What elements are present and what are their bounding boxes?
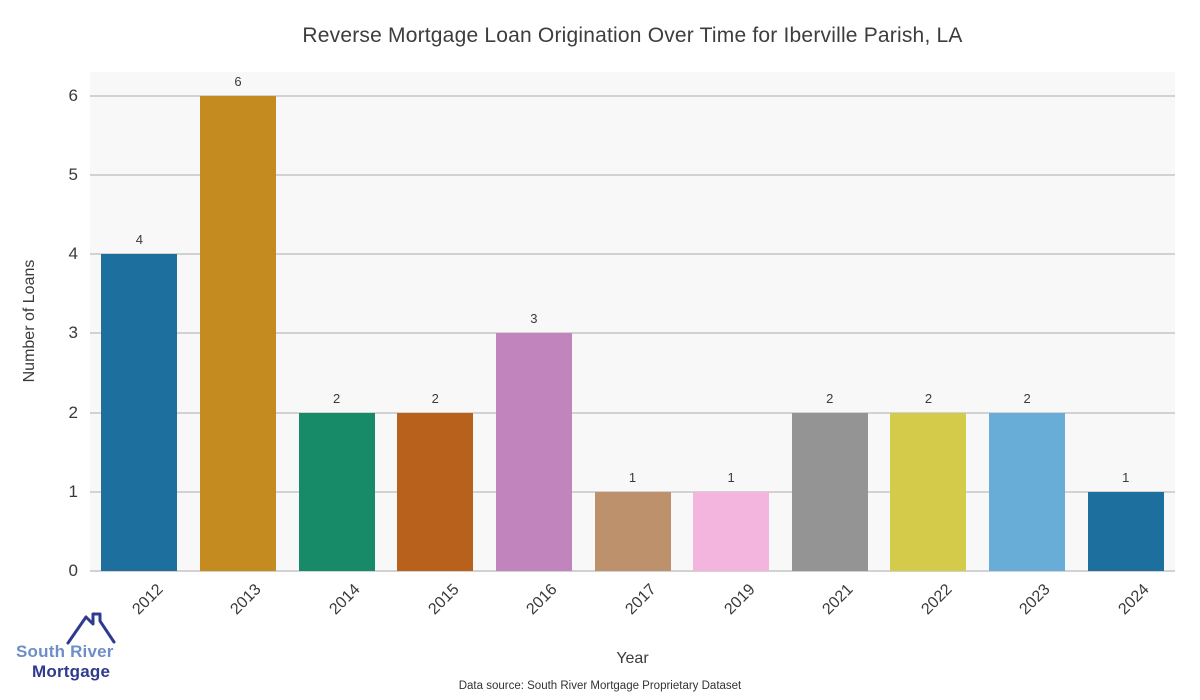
bar-value-label-2019: 1 [727, 469, 735, 485]
bar-slot-2014: 2 [287, 72, 386, 571]
bar-value-label-2014: 2 [332, 390, 341, 406]
logo-text-south-river: South River [16, 642, 114, 661]
house-roof-icon [66, 612, 116, 645]
y-tick-label-2: 2 [68, 402, 78, 422]
bar-2021 [791, 412, 868, 571]
x-tick-label-2017: 2017 [622, 581, 660, 619]
bar-value-label-2012: 4 [135, 232, 143, 248]
bar-slot-2019: 1 [682, 72, 781, 571]
x-tick-label-2014: 2014 [326, 581, 364, 619]
bar-slot-2021: 2 [780, 72, 879, 571]
gridline-2 [90, 411, 1175, 414]
x-tick-label-2022: 2022 [918, 581, 956, 619]
y-tick-label-6: 6 [68, 85, 78, 105]
bar-value-label-2016: 3 [530, 311, 538, 327]
logo-text-mortgage: Mortgage [32, 662, 111, 681]
x-axis-title: Year [616, 650, 649, 667]
y-tick-label-5: 5 [68, 164, 78, 184]
bar-2013 [199, 95, 276, 571]
south-river-mortgage-logo: South River Mortgage [14, 610, 134, 685]
bar-2019 [693, 491, 770, 571]
bar-value-label-2021: 2 [826, 390, 834, 406]
bar-slot-2012: 4 [90, 72, 189, 571]
bar-2012 [101, 254, 178, 571]
x-tick-label-2019: 2019 [720, 581, 759, 619]
bar-2024 [1087, 491, 1164, 571]
bar-slot-2016: 3 [485, 72, 584, 571]
bar-value-label-2023: 2 [1023, 390, 1031, 406]
data-source-caption: Data source: South River Mortgage Propri… [458, 680, 742, 692]
bar-2022 [890, 412, 967, 571]
bar-value-label-2024: 1 [1122, 469, 1130, 485]
bar-value-label-2013: 6 [234, 73, 242, 89]
bar-slot-2024: 1 [1076, 72, 1175, 571]
x-tick-label-2013: 2013 [227, 581, 265, 619]
chart-title: Reverse Mortgage Loan Origination Over T… [302, 24, 963, 47]
x-tick-label-2015: 2015 [425, 581, 463, 619]
x-tick-label-2024: 2024 [1115, 581, 1153, 619]
x-tick-label-2012: 2012 [129, 581, 167, 619]
gridline-0 [90, 570, 1175, 572]
bar-2014 [298, 412, 375, 571]
bar-slot-2017: 1 [583, 72, 682, 571]
x-tick-label-2021: 2021 [819, 581, 857, 619]
y-tick-label-1: 1 [68, 481, 78, 501]
bar-series: 4 6 2 2 3 1 1 2 2 2 1 [90, 72, 1175, 571]
bar-value-label-2022: 2 [924, 390, 933, 406]
gridline-6 [90, 94, 1175, 97]
gridline-3 [90, 332, 1175, 335]
y-tick-label-4: 4 [68, 244, 78, 264]
bar-2023 [989, 412, 1066, 571]
bar-slot-2015: 2 [386, 72, 485, 571]
bar-value-label-2017: 1 [628, 469, 637, 485]
y-axis-title-text: Number of Loans [21, 259, 38, 383]
gridline-5 [90, 173, 1175, 176]
bar-2016 [495, 333, 572, 571]
bar-value-label-2015: 2 [431, 390, 439, 406]
gridline-4 [90, 253, 1175, 256]
bar-slot-2013: 6 [189, 72, 288, 571]
bar-slot-2023: 2 [978, 72, 1077, 571]
bar-2017 [594, 491, 671, 571]
x-tick-label-2016: 2016 [523, 581, 561, 619]
bar-2015 [397, 412, 474, 571]
bar-slot-2022: 2 [879, 72, 978, 571]
plot-area: 4 6 2 2 3 1 1 2 2 2 1 [90, 72, 1175, 572]
x-tick-label-2023: 2023 [1016, 581, 1055, 619]
y-tick-label-0: 0 [68, 561, 78, 580]
y-tick-label-3: 3 [68, 323, 78, 343]
